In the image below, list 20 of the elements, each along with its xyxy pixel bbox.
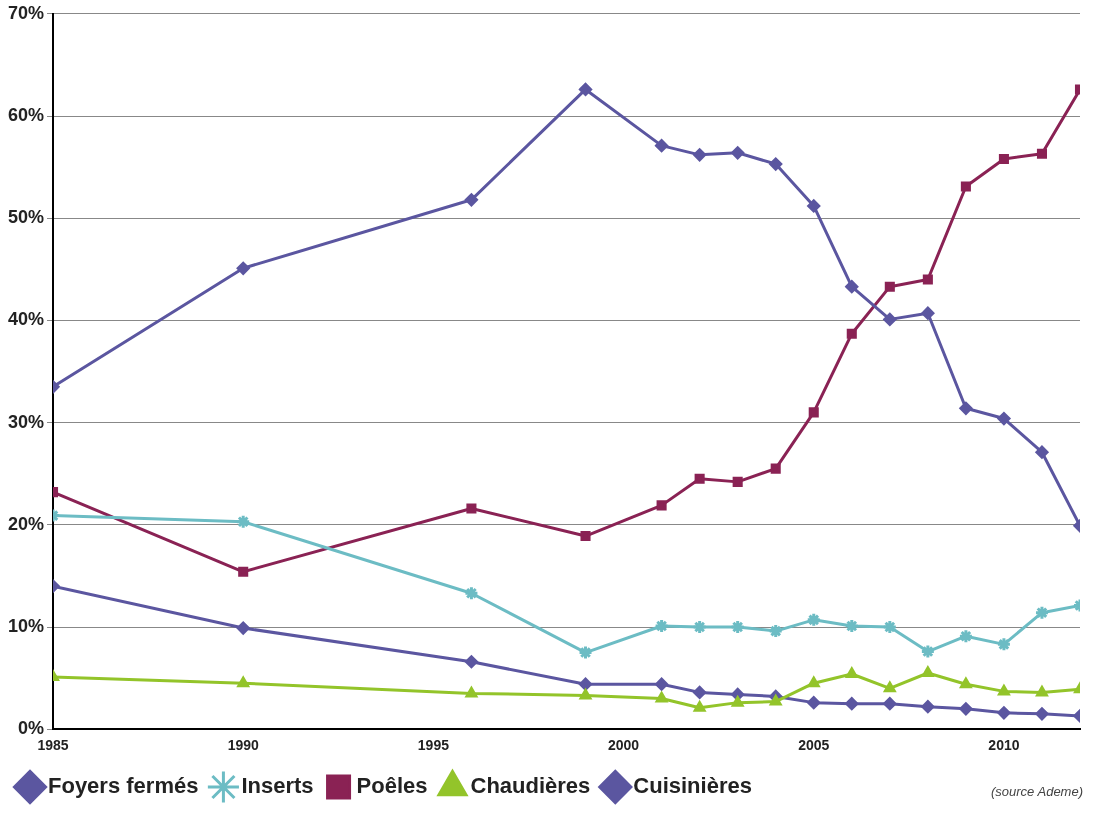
legend-label: Chaudières [470, 773, 591, 799]
x-tick-label: 1985 [37, 737, 69, 754]
y-tick-label: 50% [8, 207, 45, 228]
x-tick-label: 1995 [417, 737, 450, 754]
y-tick-label: 20% [8, 513, 45, 534]
x-tick-label: 2010 [988, 737, 1020, 754]
text: (source Ademe) [991, 784, 1083, 799]
y-tick-label: 40% [8, 309, 45, 330]
y-tick-label: 0% [18, 718, 45, 739]
legend-label: Foyers fermés [48, 773, 199, 799]
x-tick-label: 2005 [798, 737, 830, 754]
y-tick-label: 10% [8, 615, 45, 636]
x-tick-label: 1990 [227, 737, 259, 754]
y-tick-label: 30% [8, 411, 45, 432]
y-tick-label: 60% [8, 104, 45, 125]
legend-label: Poêles [356, 773, 428, 799]
x-tick-label: 2000 [607, 737, 640, 754]
y-tick-label: 70% [8, 2, 45, 23]
legend-label: Cuisinières [633, 773, 752, 799]
legend-label: Inserts [241, 773, 314, 799]
